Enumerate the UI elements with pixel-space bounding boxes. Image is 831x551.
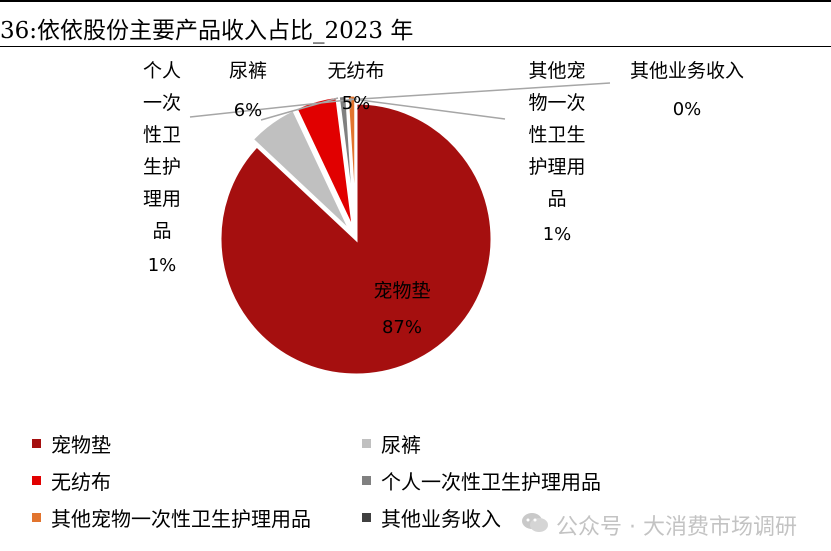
slice-value-个人一次性卫生护理用品: 1% <box>148 255 177 276</box>
leader-line-其他宠物一次性卫生护理用品 <box>359 99 506 120</box>
legend-item-其他业务收入: 其他业务收入 <box>362 502 501 532</box>
legend-swatch <box>32 438 41 448</box>
chart-title: 36:依依股份主要产品收入占比_2023 年 <box>0 18 414 44</box>
legend-swatch <box>362 512 371 522</box>
legend-item-个人一次性卫生护理用品: 个人一次性卫生护理用品 <box>362 465 601 495</box>
slice-value-其他宠物一次性卫生护理用品: 1% <box>543 224 572 245</box>
slice-label-无纺布: 无纺布 <box>327 60 384 82</box>
slice-value-尿裤: 6% <box>234 100 263 121</box>
legend-swatch <box>32 475 41 485</box>
slice-label-尿裤: 尿裤 <box>229 60 267 82</box>
legend-label: 宠物垫 <box>51 432 111 457</box>
title-bar: 36:依依股份主要产品收入占比_2023 年 <box>0 0 831 47</box>
leader-line-个人一次性卫生护理用品 <box>189 98 358 118</box>
pie-chart: 宠物垫 87% 尿裤 6% 无纺布 5% 个人一次性卫生护理用品 1% 其他宠物一次性卫生护理用… <box>143 60 744 377</box>
legend: 宠物垫 尿裤无纺布 个人一次性卫生护理用品其他宠物一次性卫生护理用品 其他业务收入 <box>0 420 831 551</box>
legend-label: 个人一次性卫生护理用品 <box>381 469 601 494</box>
slice-label-个人一次性卫生护理用品: 个人一次性卫生护理用品 <box>143 60 181 242</box>
legend-label: 无纺布 <box>51 469 111 494</box>
leader-lines <box>189 82 611 121</box>
legend-label: 其他宠物一次性卫生护理用品 <box>51 506 311 531</box>
slice-其他宠物一次性卫生护理用品 <box>345 93 358 232</box>
legend-swatch <box>32 512 41 522</box>
slice-label-其他宠物一次性卫生护理用品: 其他宠物一次性卫生护理用品 <box>528 60 585 210</box>
leader-line-其他业务收入 <box>359 82 611 100</box>
slice-label-宠物垫: 宠物垫 <box>373 280 430 302</box>
legend-item-其他宠物一次性卫生护理用品: 其他宠物一次性卫生护理用品 <box>32 502 311 532</box>
slice-value-无纺布: 5% <box>342 93 371 114</box>
legend-item-无纺布: 无纺布 <box>32 465 111 495</box>
slice-labels: 宠物垫 87% 尿裤 6% 无纺布 5% 个人一次性卫生护理用品 1% 其他宠物一次性卫生护理用… <box>143 60 744 338</box>
slice-value-宠物垫: 87% <box>382 317 422 338</box>
leader-line-尿裤 <box>260 97 339 121</box>
pie-slices <box>218 93 494 377</box>
slice-尿裤 <box>250 107 353 234</box>
slice-value-其他业务收入: 0% <box>673 99 702 120</box>
slice-无纺布 <box>293 94 356 232</box>
legend-swatch <box>362 438 371 448</box>
legend-item-宠物垫: 宠物垫 <box>32 428 111 458</box>
legend-item-尿裤: 尿裤 <box>362 428 421 458</box>
legend-label: 尿裤 <box>381 432 421 457</box>
slice-label-其他业务收入: 其他业务收入 <box>630 60 744 82</box>
slice-宠物垫 <box>218 101 494 377</box>
legend-swatch <box>362 475 371 485</box>
legend-label: 其他业务收入 <box>381 506 501 531</box>
